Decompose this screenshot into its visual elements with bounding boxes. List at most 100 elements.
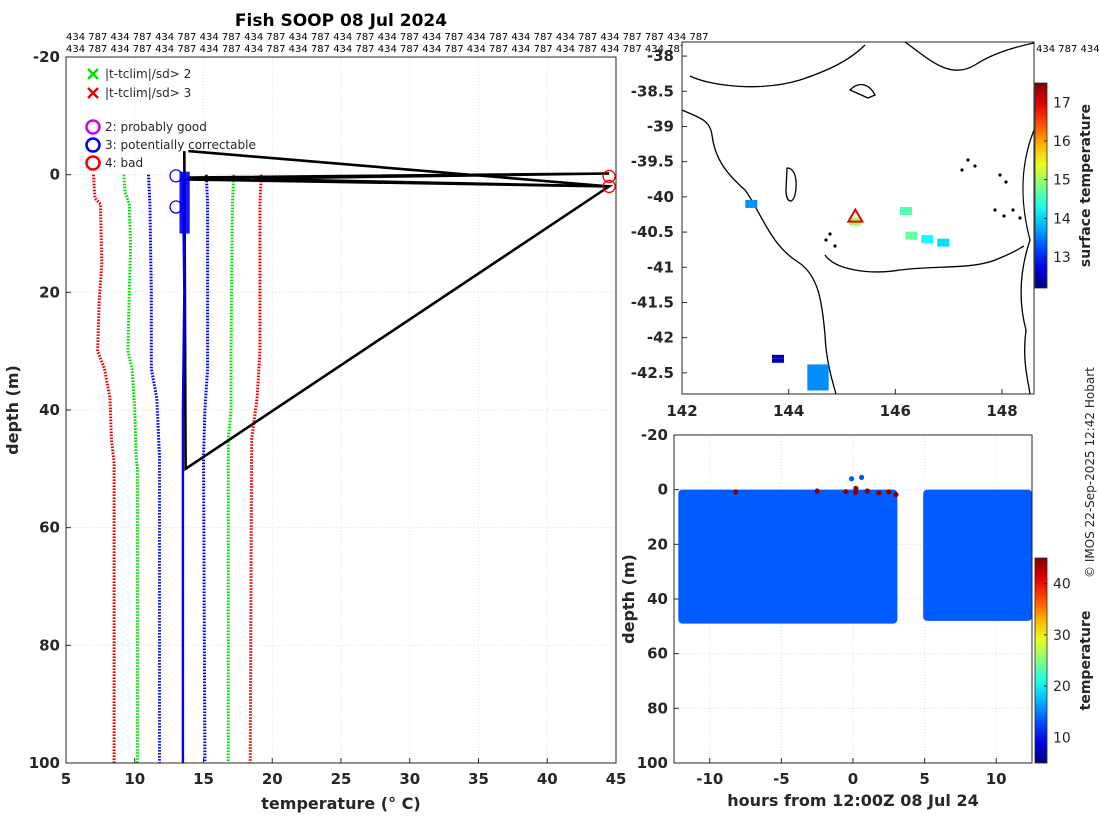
profile-series-line (201, 174, 210, 763)
island-dot (960, 168, 964, 172)
temperature-point (876, 490, 882, 496)
surface-temp-point (900, 210, 904, 215)
surface-temp-point (913, 231, 918, 236)
x-tick-label: 5 (61, 770, 71, 788)
colorbar-label: surface temperature (1078, 104, 1094, 267)
surface-temp-point (929, 235, 934, 240)
map-y-tick-label: -38.5 (631, 82, 674, 100)
coastline-mainland-west (682, 109, 837, 394)
island-king (785, 167, 797, 202)
surface-temp-point (753, 199, 758, 204)
x-tick-label: 10 (124, 770, 145, 788)
island-dot (1018, 216, 1022, 220)
x-tick-label: 0 (848, 770, 858, 788)
surface-temp-point (745, 199, 750, 204)
surface-temp-point (921, 239, 926, 244)
profile-series-line (183, 149, 614, 472)
colorbar-tick-label: 30 (1053, 628, 1071, 644)
y-tick-label: 100 (29, 754, 60, 772)
profile-series-line (122, 174, 139, 763)
surface-temp-point (929, 239, 934, 244)
colorbar-tick-label: 13 (1053, 250, 1071, 266)
map-y-tick-label: -40.5 (631, 223, 674, 241)
temperature-data-block (923, 489, 1032, 621)
surface-temp-point (772, 358, 776, 363)
map-y-tick-label: -42.5 (631, 364, 674, 382)
x-tick-label: 25 (331, 770, 352, 788)
coastline-east (1020, 129, 1034, 394)
coastline-bay (848, 83, 876, 99)
temperature-point (886, 489, 892, 495)
y-axis-label: depth (m) (3, 365, 22, 455)
surface-temp-point (780, 358, 784, 363)
colorbar-tick-label: 20 (1053, 679, 1071, 695)
temperature-point (814, 488, 820, 494)
y-tick-label: -20 (33, 48, 60, 66)
credit-text: © IMOS 22-Sep-2025 12:42 Hobart (1083, 367, 1097, 578)
legend-label: 3: potentially correctable (105, 138, 256, 152)
surface-temp-point (776, 354, 780, 359)
surface-temp-point (945, 238, 950, 243)
x-tick-label: -10 (696, 770, 723, 788)
map-y-tick-label: -39.5 (631, 153, 674, 171)
temperature-point (732, 489, 739, 495)
island-dot (966, 158, 970, 162)
temperature-data-block (678, 489, 898, 624)
surface-temp-point (900, 206, 904, 211)
flag-circle-marker (602, 179, 616, 194)
profile-surface-band (179, 171, 190, 234)
map-frame (681, 41, 1035, 395)
surface-temp-point (749, 203, 754, 208)
surface-temp-point (904, 210, 908, 215)
profile-series-line (147, 174, 161, 763)
map-y-tick-label: -39 (647, 117, 674, 135)
x-tick-label: 10 (986, 770, 1007, 788)
surface-temp-point (857, 221, 862, 226)
legend-circle-marker (85, 119, 101, 135)
legend: |t-tclim|/sd> 2 |t-tclim|/sd> 3 2: probabl… (85, 67, 256, 171)
y-tick-label: 20 (39, 283, 60, 301)
surface-temp-point (904, 206, 908, 211)
map-panel: 142 144 146 148 -38 -38.5 -39 -39.5 -40 -40.5 -41 -… (631, 41, 1100, 420)
surface-temp-point (908, 210, 912, 215)
x-tick-label: 40 (537, 770, 558, 788)
island-dot (998, 173, 1002, 177)
colorbar-tick-label: 40 (1053, 577, 1071, 593)
legend-label: 4: bad (105, 156, 143, 170)
surface-temp-points (745, 199, 950, 391)
y-axis-label: depth (m) (619, 554, 638, 644)
island-dot (1011, 208, 1015, 212)
colorbar-label: temperature (1078, 611, 1094, 711)
colorbar-tick-label: 15 (1053, 173, 1071, 189)
profile-series-line (181, 174, 186, 763)
profile-series-line (226, 174, 236, 763)
surface-temp-point (849, 221, 854, 226)
y-tick-label: 40 (647, 590, 668, 608)
x-tick-label: -5 (773, 770, 790, 788)
surface-temp-point (908, 206, 912, 211)
surface-temp-patch (807, 364, 829, 391)
x-tick-label: 30 (399, 770, 420, 788)
surface-temp-point (941, 238, 946, 243)
surface-temp-point (925, 235, 930, 240)
surface-temp-point (921, 235, 926, 240)
coastlines (682, 42, 1034, 394)
top-label-row-1: 434 787 434 787 434 787 434 787 434 787 … (66, 32, 709, 43)
x-tick-label: 35 (468, 770, 489, 788)
island-dot (1004, 180, 1008, 184)
y-tick-label: 80 (39, 636, 60, 654)
y-tick-label: 0 (50, 166, 60, 184)
legend-circle-marker (85, 155, 101, 171)
surface-temp-point (909, 231, 914, 236)
plot-frame (65, 56, 617, 764)
temperature-point (864, 488, 870, 494)
coastline-northeast (904, 42, 1034, 71)
section-panel: -10 -5 0 5 10 -20 0 20 40 60 80 100 hours from 12:00… (619, 426, 1094, 810)
temperature-point (853, 485, 859, 491)
surface-temp-point (913, 235, 918, 240)
surface-temp-point (849, 217, 854, 222)
surface-temp-point (905, 235, 910, 240)
surface-temp-point (937, 242, 942, 247)
profile-panel: 5 10 15 20 25 30 35 40 45 -20 0 20 40 60 80 100 Fish SOO… (3, 11, 753, 813)
map-y-tick-label: -42 (647, 329, 674, 347)
